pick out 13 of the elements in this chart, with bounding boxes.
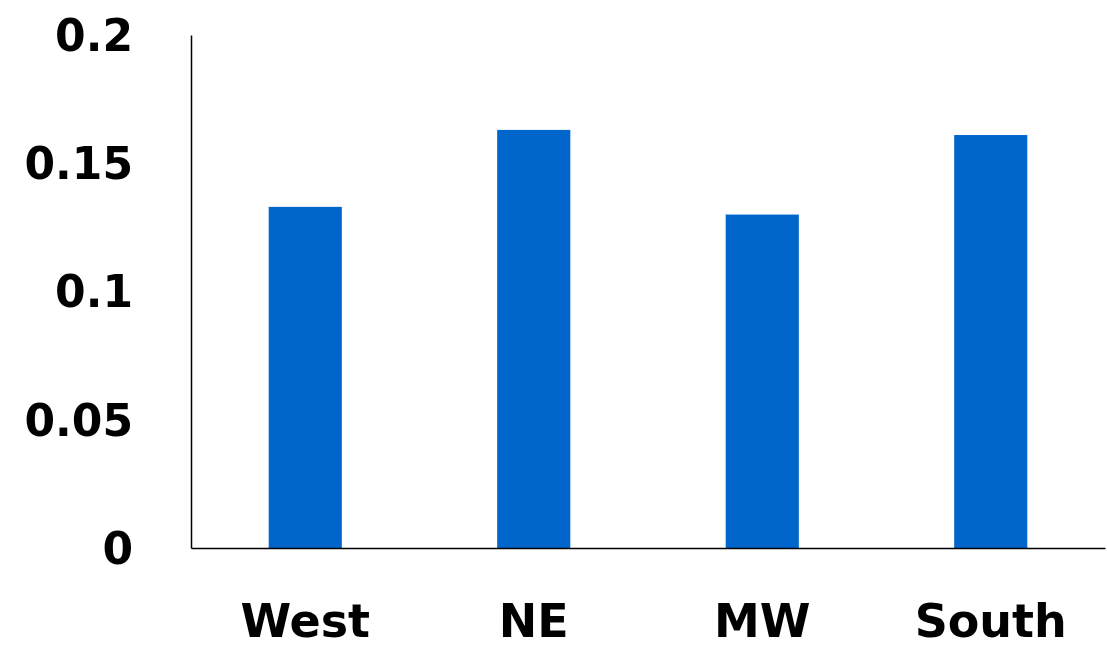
y-tick-label: 0.15 [24,138,133,190]
x-tick-label: West [240,593,371,648]
y-tick-label: 0.05 [24,394,133,446]
y-tick-label: 0.1 [55,266,133,318]
bar [497,129,571,548]
bar [725,214,799,548]
x-tick-label: NE [498,593,569,648]
bar [268,206,342,548]
x-tick-label: MW [713,593,811,648]
y-tick-label: 0 [102,522,133,574]
y-tick-label: 0.2 [55,9,133,61]
x-tick-label: South [914,593,1067,648]
bar [954,135,1028,548]
